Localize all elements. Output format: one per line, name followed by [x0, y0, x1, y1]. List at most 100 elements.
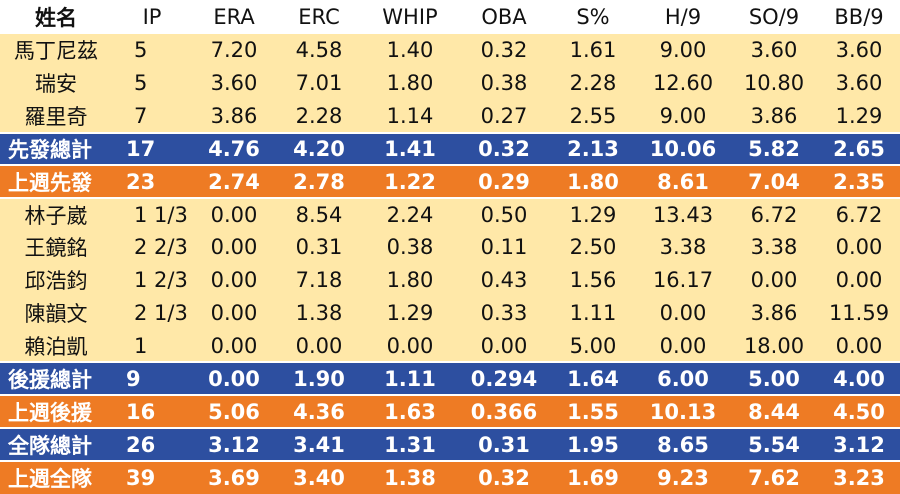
- cell-bb9: 0.00: [835, 235, 883, 260]
- cell-s-pct: 2.28: [569, 71, 617, 96]
- cell-s-pct: 2.55: [569, 103, 617, 128]
- cell-s-pct: 5.00: [569, 333, 617, 358]
- cell-era: 5.06: [192, 394, 276, 429]
- cell-whip: 1.14: [386, 103, 434, 128]
- cell-so9: 3.60: [750, 38, 798, 63]
- cell-era: 0.00: [210, 268, 258, 293]
- cell-name: 林子崴: [0, 197, 112, 232]
- cell-name: 陳韻文: [24, 302, 88, 327]
- player-row: 馬丁尼茲 5 7.20 4.58 1.40 0.32 1.61 9.00 3.60 3.60: [0, 34, 900, 67]
- cell-so9: 18.00: [743, 333, 805, 358]
- cell-ip: 9: [112, 361, 192, 396]
- cell-whip: 1.80: [386, 71, 434, 96]
- table-body: 馬丁尼茲 5 7.20 4.58 1.40 0.32 1.61 9.00 3.60 3.60 瑞安 5…: [0, 34, 900, 494]
- cell-h9: 9.00: [659, 38, 707, 63]
- cell-bb9: 11.59: [828, 301, 890, 326]
- column-header-so9: SO/9: [748, 5, 800, 29]
- cell-whip: 1.38: [362, 459, 458, 494]
- player-row: 羅里奇 7 3.86 2.28 1.14 0.27 2.55 9.00 3.86 1.29: [0, 99, 900, 133]
- cell-erc: 2.28: [295, 103, 343, 128]
- cell-bb9: 3.60: [835, 38, 883, 63]
- cell-era: 3.12: [192, 427, 276, 461]
- cell-h9: 8.61: [636, 164, 730, 199]
- cell-era: 3.60: [210, 71, 258, 96]
- cell-s-pct: 1.64: [550, 361, 636, 396]
- cell-oba: 0.50: [458, 197, 550, 232]
- cell-bb9: 2.65: [818, 131, 900, 166]
- cell-oba: 0.43: [480, 268, 528, 293]
- cell-h9: 6.00: [636, 361, 730, 396]
- cell-name: 賴泊凱: [24, 334, 88, 359]
- cell-bb9: 0.00: [835, 268, 883, 293]
- cell-h9: 16.17: [652, 268, 714, 293]
- column-header-s-pct: S%: [576, 5, 610, 29]
- cell-h9: 9.00: [659, 103, 707, 128]
- cell-ip: 16: [112, 394, 192, 429]
- total-row: 後援總計 9 0.00 1.90 1.11 0.294 1.64 6.00 5.00 4.00: [0, 361, 900, 396]
- cell-s-pct: 1.29: [550, 197, 636, 232]
- cell-erc: 4.58: [295, 38, 343, 63]
- total-row: 全隊總計 26 3.12 3.41 1.31 0.31 1.95 8.65 5.54 3.12: [0, 427, 900, 461]
- cell-so9: 5.54: [730, 427, 818, 461]
- cell-name: 後援總計: [0, 361, 112, 396]
- column-header-era: ERA: [213, 5, 255, 29]
- cell-s-pct: 1.69: [550, 459, 636, 494]
- cell-ip: 17: [112, 131, 192, 166]
- cell-whip: 1.41: [362, 131, 458, 166]
- cell-erc: 7.01: [295, 71, 343, 96]
- cell-name: 上週全隊: [0, 459, 112, 494]
- player-row: 林子崴 1 1/3 0.00 8.54 2.24 0.50 1.29 13.43 6.72 6.7…: [0, 197, 900, 232]
- player-row: 陳韻文 2 1/3 0.00 1.38 1.29 0.33 1.11 0.00 3.86 11.5…: [0, 296, 900, 330]
- cell-era: 0.00: [210, 301, 258, 326]
- total-row: 上週全隊 39 3.69 3.40 1.38 0.32 1.69 9.23 7.62 3.23: [0, 459, 900, 494]
- cell-name: 先發總計: [0, 131, 112, 166]
- cell-whip: 1.80: [386, 268, 434, 293]
- cell-h9: 0.00: [659, 333, 707, 358]
- total-row: 上週後援 16 5.06 4.36 1.63 0.366 1.55 10.13 8.44 4.50: [0, 394, 900, 429]
- cell-name: 上週後援: [0, 394, 112, 429]
- cell-s-pct: 1.55: [550, 394, 636, 429]
- cell-era: 4.76: [192, 131, 276, 166]
- cell-so9: 3.86: [750, 103, 798, 128]
- cell-s-pct: 2.50: [569, 235, 617, 260]
- cell-era: 3.86: [210, 103, 258, 128]
- total-row: 先發總計 17 4.76 4.20 1.41 0.32 2.13 10.06 5.82 2.65: [0, 131, 900, 166]
- cell-erc: 3.40: [276, 459, 362, 494]
- player-row: 瑞安 5 3.60 7.01 1.80 0.38 2.28 12.60 10.80 3.60: [0, 66, 900, 100]
- cell-ip: 2 2/3: [134, 235, 188, 260]
- cell-era: 7.20: [210, 38, 258, 63]
- cell-erc: 0.31: [295, 235, 343, 260]
- cell-ip: 1: [134, 333, 148, 358]
- cell-whip: 0.00: [386, 333, 434, 358]
- cell-ip: 1 1/3: [112, 197, 192, 232]
- cell-oba: 0.33: [480, 301, 528, 326]
- cell-oba: 0.32: [480, 38, 528, 63]
- cell-ip: 2 1/3: [134, 301, 188, 326]
- cell-so9: 3.38: [750, 235, 798, 260]
- cell-whip: 1.63: [362, 394, 458, 429]
- cell-bb9: 2.35: [818, 164, 900, 199]
- cell-s-pct: 1.61: [569, 38, 617, 63]
- cell-oba: 0.366: [458, 394, 550, 429]
- cell-oba: 0.32: [458, 459, 550, 494]
- cell-whip: 1.31: [362, 427, 458, 461]
- cell-erc: 8.54: [276, 197, 362, 232]
- cell-oba: 0.00: [480, 333, 528, 358]
- cell-h9: 0.00: [659, 301, 707, 326]
- cell-bb9: 4.50: [818, 394, 900, 429]
- cell-s-pct: 1.11: [569, 301, 617, 326]
- cell-era: 0.00: [192, 197, 276, 232]
- cell-bb9: 3.23: [818, 459, 900, 494]
- cell-so9: 5.00: [730, 361, 818, 396]
- cell-name: 全隊總計: [0, 427, 112, 461]
- cell-h9: 12.60: [652, 71, 714, 96]
- cell-so9: 7.04: [730, 164, 818, 199]
- cell-erc: 4.36: [276, 394, 362, 429]
- cell-oba: 0.32: [458, 131, 550, 166]
- cell-bb9: 3.12: [818, 427, 900, 461]
- cell-so9: 6.72: [730, 197, 818, 232]
- cell-era: 3.69: [192, 459, 276, 494]
- cell-name: 羅里奇: [24, 104, 88, 129]
- cell-so9: 5.82: [730, 131, 818, 166]
